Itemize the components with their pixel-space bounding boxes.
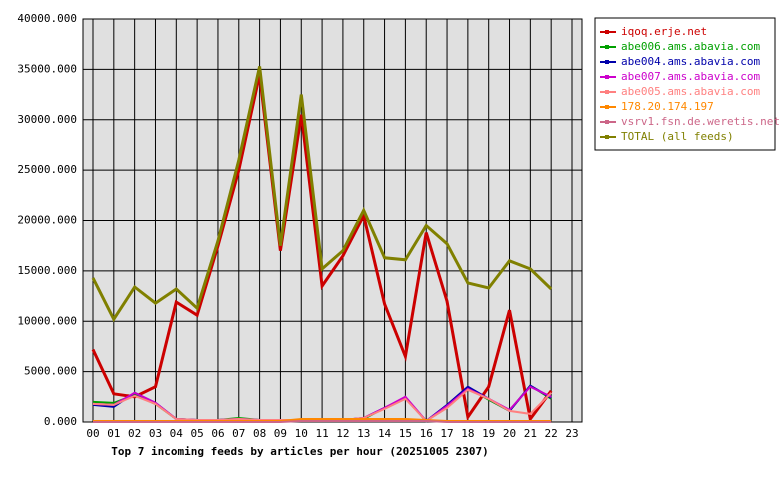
x-tick-label: 06 bbox=[211, 427, 224, 440]
legend-marker bbox=[605, 135, 609, 139]
x-tick-label: 04 bbox=[170, 427, 184, 440]
legend-marker bbox=[605, 30, 609, 34]
x-tick-label: 09 bbox=[274, 427, 287, 440]
x-tick-label: 05 bbox=[191, 427, 204, 440]
x-tick-label: 23 bbox=[565, 427, 578, 440]
y-tick-label: 25000.000 bbox=[17, 163, 77, 176]
y-tick-label: 20000.000 bbox=[17, 214, 77, 227]
x-tick-label: 20 bbox=[503, 427, 516, 440]
legend-marker bbox=[605, 105, 609, 109]
x-tick-label: 17 bbox=[440, 427, 453, 440]
x-tick-label: 14 bbox=[378, 427, 392, 440]
y-tick-label: 40000.000 bbox=[17, 12, 77, 25]
legend-marker bbox=[605, 60, 609, 64]
legend-label: vsrv1.fsn.de.weretis.net bbox=[621, 115, 780, 128]
legend-marker bbox=[605, 90, 609, 94]
x-tick-label: 21 bbox=[524, 427, 537, 440]
legend-label: iqoq.erje.net bbox=[621, 25, 707, 38]
legend-label: abe007.ams.abavia.com bbox=[621, 70, 760, 83]
y-tick-label: 5000.000 bbox=[24, 365, 77, 378]
legend-marker bbox=[605, 75, 609, 79]
series-line bbox=[93, 420, 552, 423]
x-tick-label: 02 bbox=[128, 427, 141, 440]
x-tick-label: 22 bbox=[545, 427, 558, 440]
x-tick-label: 03 bbox=[149, 427, 162, 440]
legend-label: abe004.ams.abavia.com bbox=[621, 55, 760, 68]
y-tick-label: 0.000 bbox=[44, 415, 77, 428]
series-line bbox=[91, 66, 553, 323]
x-tick-label: 08 bbox=[253, 427, 266, 440]
x-tick-label: 10 bbox=[295, 427, 308, 440]
x-tick-label: 12 bbox=[336, 427, 349, 440]
y-tick-label: 35000.000 bbox=[17, 62, 77, 75]
x-tick-label: 16 bbox=[420, 427, 433, 440]
series-line bbox=[91, 74, 553, 423]
x-tick-label: 13 bbox=[357, 427, 370, 440]
legend-marker bbox=[605, 120, 609, 124]
x-tick-label: 18 bbox=[461, 427, 474, 440]
x-tick-label: 01 bbox=[107, 427, 120, 440]
legend-marker bbox=[605, 45, 609, 49]
x-tick-label: 11 bbox=[315, 427, 328, 440]
y-tick-label: 30000.000 bbox=[17, 113, 77, 126]
y-tick-label: 10000.000 bbox=[17, 314, 77, 327]
x-tick-label: 07 bbox=[232, 427, 245, 440]
x-tick-label: 00 bbox=[86, 427, 99, 440]
y-tick-label: 15000.000 bbox=[17, 264, 77, 277]
legend-label: abe006.ams.abavia.com bbox=[621, 40, 760, 53]
x-tick-label: 19 bbox=[482, 427, 495, 440]
legend-label: TOTAL (all feeds) bbox=[621, 130, 734, 143]
legend-label: abe005.ams.abavia.com bbox=[621, 85, 760, 98]
legend-label: 178.20.174.197 bbox=[621, 100, 714, 113]
chart-title: Top 7 incoming feeds by articles per hou… bbox=[111, 445, 489, 458]
legend bbox=[594, 17, 776, 151]
x-tick-label: 15 bbox=[399, 427, 412, 440]
